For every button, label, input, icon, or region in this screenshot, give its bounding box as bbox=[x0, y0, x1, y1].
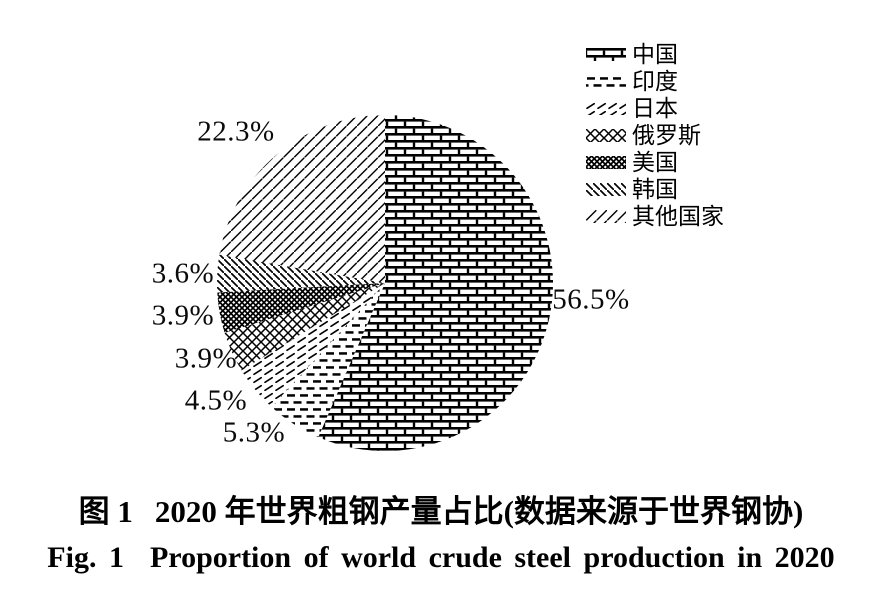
legend-item-russia: 俄罗斯 bbox=[586, 122, 724, 149]
legend-item-korea: 韩国 bbox=[586, 176, 724, 203]
pie-slice-china bbox=[318, 115, 554, 451]
percent-label-india: 5.3% bbox=[222, 416, 286, 449]
legend-swatch-korea-pattern-icon bbox=[586, 183, 626, 196]
percent-label-others: 22.3% bbox=[197, 115, 275, 148]
legend-label-russia: 俄罗斯 bbox=[632, 123, 701, 148]
percent-label-china: 56.5% bbox=[552, 283, 630, 316]
caption-en-figure-number: Fig. 1 bbox=[47, 541, 124, 574]
legend-swatch-india-pattern-icon bbox=[586, 75, 626, 88]
legend-swatch-japan-pattern-icon bbox=[586, 102, 626, 115]
pie-slice-japan bbox=[241, 283, 385, 407]
legend-item-india: 印度 bbox=[586, 68, 724, 95]
percent-label-russia: 3.9% bbox=[174, 342, 238, 375]
legend-label-usa: 美国 bbox=[632, 150, 678, 175]
caption-zh-figure-number: 图 1 bbox=[78, 494, 133, 529]
caption-en-text: Proportion of world crude steel producti… bbox=[149, 541, 835, 574]
legend-label-korea: 韩国 bbox=[632, 177, 678, 202]
percent-label-usa: 3.9% bbox=[151, 299, 215, 332]
legend-label-india: 印度 bbox=[632, 69, 678, 94]
caption-zh-text: 2020 年世界粗钢产量占比(数据来源于世界钢协) bbox=[154, 494, 804, 529]
legend-swatch-russia-pattern-icon bbox=[586, 129, 626, 142]
pie-slice-usa bbox=[217, 283, 385, 333]
legend: 中国 印度 日本 俄罗斯 美国 韩国 其他国家 bbox=[586, 41, 724, 230]
legend-label-china: 中国 bbox=[632, 42, 678, 67]
legend-swatch-china-pattern-icon bbox=[586, 48, 626, 61]
legend-item-china: 中国 bbox=[586, 41, 724, 68]
pie-slice-india bbox=[271, 283, 385, 438]
legend-item-usa: 美国 bbox=[586, 149, 724, 176]
caption-zh: 图 1 2020 年世界粗钢产量占比(数据来源于世界钢协) bbox=[0, 486, 882, 531]
legend-swatch-others-pattern-icon bbox=[586, 210, 626, 223]
caption-en: Fig. 1 Proportion of world crude steel pr… bbox=[0, 541, 882, 575]
legend-label-others: 其他国家 bbox=[632, 204, 724, 229]
pie-slice-korea bbox=[217, 254, 385, 293]
legend-item-others: 其他国家 bbox=[586, 203, 724, 230]
percent-label-korea: 3.6% bbox=[151, 257, 215, 290]
legend-label-japan: 日本 bbox=[632, 96, 678, 121]
pie-slice-russia bbox=[224, 283, 385, 371]
pie-slice-others bbox=[219, 115, 385, 283]
legend-swatch-usa-pattern-icon bbox=[586, 156, 626, 169]
legend-item-japan: 日本 bbox=[586, 95, 724, 122]
percent-label-japan: 4.5% bbox=[184, 384, 248, 417]
